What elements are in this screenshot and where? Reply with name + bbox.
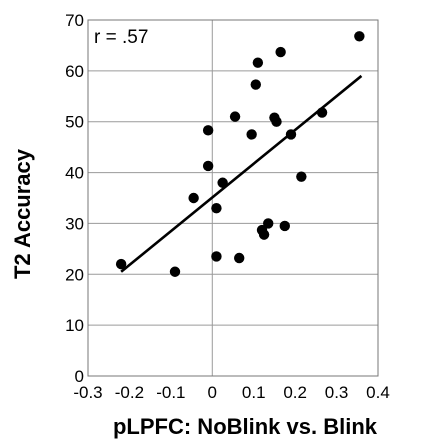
x-tick-label: 0.4 <box>366 383 390 402</box>
x-tick-label: -0.1 <box>156 383 185 402</box>
x-tick-label: 0.3 <box>325 383 349 402</box>
data-point <box>234 252 245 264</box>
data-point <box>252 57 264 68</box>
x-tick-label: -0.3 <box>73 383 102 402</box>
data-point <box>246 129 257 140</box>
data-point <box>217 177 228 188</box>
y-axis-ticks: 0 10 20 30 40 50 60 70 <box>65 11 84 386</box>
y-tick-label: 30 <box>65 214 84 233</box>
regression-line <box>120 74 363 273</box>
plot-frame <box>87 19 379 377</box>
data-point <box>263 218 274 229</box>
data-point <box>296 171 307 182</box>
x-tick-label: 0 <box>208 383 217 402</box>
data-point <box>202 125 214 136</box>
x-tick-label: 0.2 <box>283 383 307 402</box>
y-tick-label: 0 <box>75 367 84 386</box>
data-point <box>250 79 261 90</box>
x-tick-label: 0.1 <box>242 383 266 402</box>
data-point <box>229 111 241 122</box>
data-point <box>188 192 199 204</box>
data-point <box>258 229 270 240</box>
y-tick-label: 60 <box>65 62 84 81</box>
y-tick-label: 70 <box>65 11 84 30</box>
data-point <box>285 129 297 140</box>
data-point <box>211 202 222 214</box>
y-tick-label: 40 <box>65 164 84 183</box>
data-point <box>354 31 365 42</box>
y-tick-label: 10 <box>65 316 84 335</box>
data-point <box>115 258 127 270</box>
data-point <box>316 107 328 118</box>
x-axis-ticks: -0.3 -0.2 -0.1 0 0.1 0.2 0.3 0.4 <box>73 383 389 402</box>
data-point <box>202 160 214 172</box>
data-point <box>275 46 286 58</box>
y-tick-label: 20 <box>65 265 84 284</box>
y-axis-title: T2 Accuracy <box>10 148 35 279</box>
x-axis-title: pLPFC: NoBlink vs. Blink <box>113 414 378 439</box>
data-points <box>115 31 365 277</box>
correlation-annotation: r = .57 <box>94 27 148 48</box>
data-point <box>211 251 222 262</box>
data-point <box>279 220 290 232</box>
grid <box>88 19 378 377</box>
data-point <box>271 116 282 127</box>
data-point <box>169 266 181 277</box>
x-tick-label: -0.2 <box>115 383 144 402</box>
y-tick-label: 50 <box>65 113 84 132</box>
